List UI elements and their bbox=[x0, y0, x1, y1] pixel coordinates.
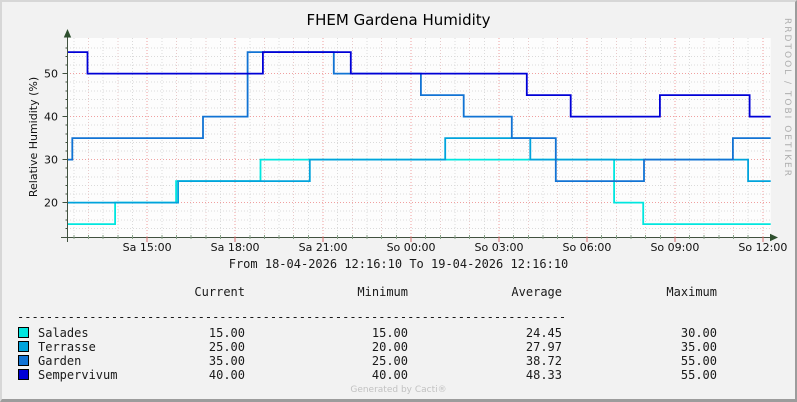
legend-value: 38.72 bbox=[525, 354, 562, 368]
legend-value: 15.00 bbox=[208, 326, 245, 340]
legend-value: 35.00 bbox=[680, 340, 717, 354]
legend-header-minimum: Minimum bbox=[357, 285, 408, 299]
legend-header-maximum: Maximum bbox=[666, 285, 717, 299]
time-range-label: From 18-04-2026 12:16:10 To 19-04-2026 1… bbox=[228, 257, 569, 271]
legend-value: 25.00 bbox=[371, 354, 408, 368]
legend-swatch-salades bbox=[18, 327, 29, 338]
legend-value: 40.00 bbox=[371, 368, 408, 382]
legend-value: 25.00 bbox=[208, 340, 245, 354]
svg-text:30: 30 bbox=[44, 154, 58, 167]
legend-value: 48.33 bbox=[525, 368, 562, 382]
legend-separator: ----------------------------------------… bbox=[17, 310, 567, 324]
svg-text:Sa 18:00: Sa 18:00 bbox=[211, 241, 260, 254]
legend-value: 55.00 bbox=[680, 368, 717, 382]
legend-value: 27.97 bbox=[525, 340, 562, 354]
legend-label-salades: Salades bbox=[38, 326, 89, 340]
legend-value: 15.00 bbox=[371, 326, 408, 340]
legend-value: 35.00 bbox=[208, 354, 245, 368]
chart-plot-area: 20 30 40 50 Sa 15:00 Sa 18:00 Sa 21:00 So 00:00… bbox=[44, 29, 787, 254]
chart-title: FHEM Gardena Humidity bbox=[306, 11, 491, 29]
legend-swatch-sempervivum bbox=[18, 369, 29, 380]
legend-swatch-garden bbox=[18, 355, 29, 366]
svg-text:So 03:00: So 03:00 bbox=[475, 241, 524, 254]
svg-text:Sa 15:00: Sa 15:00 bbox=[123, 241, 172, 254]
legend-value: 55.00 bbox=[680, 354, 717, 368]
svg-text:Sa 21:00: Sa 21:00 bbox=[299, 241, 348, 254]
legend-value: 24.45 bbox=[525, 326, 562, 340]
legend-value: 40.00 bbox=[208, 368, 245, 382]
legend-label-garden: Garden bbox=[38, 354, 82, 368]
legend-header-average: Average bbox=[511, 285, 562, 299]
cacti-footer: Generated by Cacti® bbox=[350, 385, 447, 395]
legend-swatch-terrasse bbox=[18, 341, 29, 352]
svg-text:50: 50 bbox=[44, 68, 58, 81]
svg-text:So 00:00: So 00:00 bbox=[387, 241, 436, 254]
legend-header-current: Current bbox=[194, 285, 245, 299]
svg-text:40: 40 bbox=[44, 111, 58, 124]
svg-text:So 06:00: So 06:00 bbox=[562, 241, 611, 254]
legend-value: 20.00 bbox=[371, 340, 408, 354]
legend-label-terrasse: Terrasse bbox=[38, 340, 96, 354]
svg-text:So 09:00: So 09:00 bbox=[650, 241, 699, 254]
legend-value: 30.00 bbox=[680, 326, 717, 340]
svg-text:20: 20 bbox=[44, 197, 58, 210]
legend-label-sempervivum: Sempervivum bbox=[38, 368, 118, 382]
svg-text:So 12:00: So 12:00 bbox=[738, 241, 787, 254]
rrdtool-watermark: RRDTOOL / TOBI OETIKER bbox=[782, 18, 792, 178]
